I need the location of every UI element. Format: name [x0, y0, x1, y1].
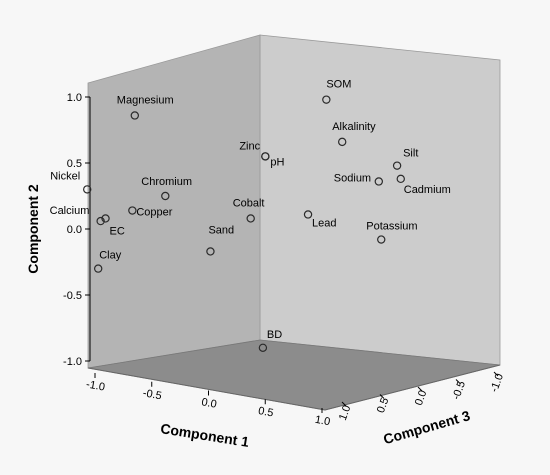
z-tick-mark — [417, 386, 423, 392]
y-tick-label: 0.5 — [67, 158, 82, 170]
point-copper — [128, 206, 137, 215]
point-label-copper: Copper — [136, 207, 172, 219]
point-label-silt: Silt — [403, 148, 418, 160]
y-axis-title: Component 2 — [25, 184, 41, 274]
point-magnesium — [130, 111, 139, 120]
x-tick-label: -1.0 — [85, 378, 106, 393]
point-ph — [261, 152, 270, 161]
point-label-cadmium: Cadmium — [404, 184, 451, 196]
point-potassium — [377, 235, 386, 244]
z-tick-label: 1.0 — [337, 404, 354, 422]
point-label-chromium: Chromium — [141, 176, 192, 188]
point-sand — [206, 247, 215, 256]
point-alkalinity — [338, 137, 347, 147]
point-label-zinc: Zinc — [239, 140, 260, 152]
point-nickel — [83, 185, 92, 194]
point-label-nickel: Nickel — [50, 170, 80, 182]
point-label-bd: BD — [267, 329, 282, 341]
point-label-sodium: Sodium — [334, 172, 371, 184]
point-label-lead: Lead — [312, 217, 336, 229]
z-tick-mark — [341, 401, 347, 407]
z-tick-mark — [493, 371, 499, 377]
point-clay — [93, 264, 103, 273]
point-calcium — [96, 216, 105, 226]
point-label-sand: Sand — [208, 224, 234, 236]
floor-right-edge — [324, 364, 501, 411]
point-chromium — [161, 191, 170, 201]
y-tick-label: 0.0 — [67, 224, 82, 236]
point-label-ph: pH — [270, 156, 284, 168]
point-label-calcium: Calcium — [50, 205, 90, 217]
y-tick-label: -1.0 — [63, 356, 82, 368]
point-som — [322, 95, 331, 104]
point-cadmium — [396, 174, 405, 184]
point-label-potassium: Potassium — [366, 221, 417, 233]
point-label-ec: EC — [110, 225, 125, 237]
y-tick-label: -0.5 — [63, 290, 82, 302]
z-tick-mark — [379, 394, 385, 399]
point-silt — [392, 161, 402, 170]
x-tick-label: 1.0 — [314, 414, 331, 428]
y-tick-label: 1.0 — [67, 92, 82, 104]
point-bd — [258, 343, 268, 352]
x-tick-label: -0.5 — [142, 387, 163, 402]
x-tick-label: 0.5 — [257, 405, 274, 419]
point-label-cobalt: Cobalt — [233, 197, 265, 209]
z-tick-label: 0.0 — [413, 389, 430, 407]
floor-front-edge — [87, 367, 326, 411]
back-wall — [259, 34, 501, 366]
point-label-clay: Clay — [99, 250, 122, 262]
point-sodium — [374, 177, 383, 186]
point-label-alkalinity: Alkalinity — [332, 121, 376, 133]
point-ec — [101, 214, 110, 223]
z-tick-mark — [455, 379, 461, 384]
z-tick-label: 0.5 — [375, 396, 392, 414]
point-cobalt — [246, 214, 255, 223]
point-label-som: SOM — [326, 79, 351, 91]
point-label-magnesium: Magnesium — [117, 94, 174, 106]
x-tick-label: 0.0 — [200, 396, 217, 410]
point-lead — [303, 210, 313, 219]
